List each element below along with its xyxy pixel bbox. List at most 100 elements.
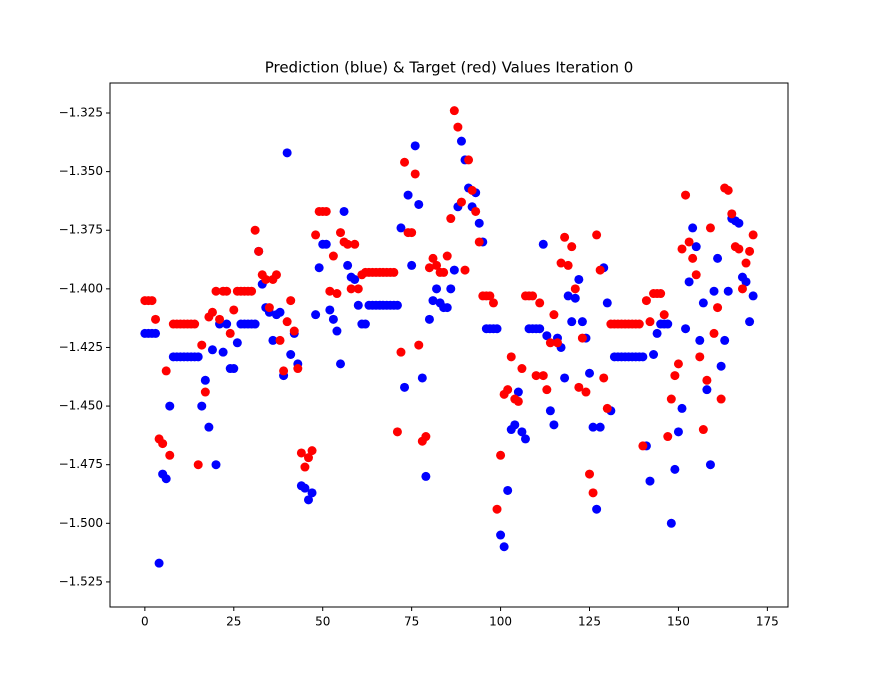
point xyxy=(229,364,239,374)
point xyxy=(300,483,310,493)
point xyxy=(293,364,303,374)
y-tick-label: −1.525 xyxy=(59,574,103,588)
point xyxy=(428,296,438,306)
point xyxy=(599,373,609,383)
point xyxy=(535,324,545,334)
point xyxy=(190,319,200,329)
point xyxy=(560,373,570,383)
point xyxy=(460,265,470,275)
point xyxy=(684,277,694,287)
point xyxy=(574,274,584,284)
point xyxy=(545,338,555,348)
point xyxy=(552,338,562,348)
point xyxy=(286,296,296,306)
point xyxy=(396,347,406,357)
point xyxy=(424,263,434,273)
point xyxy=(716,361,726,371)
point xyxy=(549,310,559,320)
point xyxy=(698,298,708,308)
point xyxy=(538,371,548,381)
point xyxy=(723,185,733,195)
point xyxy=(200,375,210,385)
point xyxy=(666,518,676,528)
point xyxy=(268,335,278,345)
point xyxy=(528,291,538,301)
x-tick-label: 50 xyxy=(315,615,330,629)
point xyxy=(407,228,417,238)
point xyxy=(535,298,545,308)
point xyxy=(688,223,698,233)
point xyxy=(745,317,755,327)
point xyxy=(328,251,338,261)
point xyxy=(673,359,683,369)
point xyxy=(567,242,577,252)
point xyxy=(449,265,459,275)
point xyxy=(677,403,687,413)
point xyxy=(279,366,289,376)
point xyxy=(410,169,420,179)
point xyxy=(215,314,225,324)
point xyxy=(193,352,203,362)
point xyxy=(585,469,595,479)
point xyxy=(496,450,506,460)
point xyxy=(602,403,612,413)
point xyxy=(741,258,751,268)
point xyxy=(634,319,644,329)
point xyxy=(560,232,570,242)
point xyxy=(151,314,161,324)
point xyxy=(396,223,406,233)
y-tick-label: −1.425 xyxy=(59,340,103,354)
point xyxy=(325,305,335,315)
point xyxy=(307,446,317,456)
point xyxy=(542,385,552,395)
point xyxy=(727,209,737,219)
point xyxy=(442,303,452,313)
point xyxy=(417,373,427,383)
point xyxy=(649,349,659,359)
point xyxy=(670,371,680,381)
point xyxy=(275,335,285,345)
point xyxy=(165,401,175,411)
point xyxy=(705,460,715,470)
point xyxy=(709,286,719,296)
point xyxy=(688,253,698,263)
point xyxy=(428,253,438,263)
point xyxy=(346,284,356,294)
point xyxy=(684,237,694,247)
point xyxy=(400,157,410,167)
point xyxy=(503,385,513,395)
point xyxy=(656,289,666,299)
point xyxy=(695,335,705,345)
point xyxy=(574,382,584,392)
point xyxy=(520,434,530,444)
point xyxy=(716,394,726,404)
point xyxy=(602,298,612,308)
point xyxy=(392,300,402,310)
point xyxy=(748,291,758,301)
point xyxy=(328,314,338,324)
point xyxy=(353,284,363,294)
point xyxy=(577,333,587,343)
point xyxy=(432,284,442,294)
point xyxy=(638,352,648,362)
point xyxy=(275,307,285,317)
point xyxy=(218,347,228,357)
point xyxy=(225,328,235,338)
point xyxy=(446,284,456,294)
point xyxy=(339,206,349,216)
point xyxy=(720,335,730,345)
point xyxy=(517,364,527,374)
point xyxy=(737,284,747,294)
point xyxy=(336,359,346,369)
point xyxy=(303,453,313,463)
point xyxy=(271,270,281,280)
point xyxy=(407,260,417,270)
point xyxy=(414,199,424,209)
point xyxy=(467,185,477,195)
point xyxy=(734,218,744,228)
point xyxy=(197,401,207,411)
point xyxy=(698,425,708,435)
point xyxy=(474,237,484,247)
point xyxy=(695,352,705,362)
